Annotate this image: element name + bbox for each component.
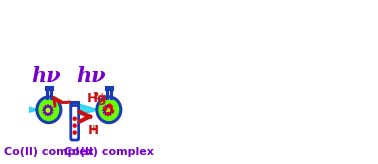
Circle shape: [73, 131, 76, 134]
Bar: [47, 89, 51, 98]
Circle shape: [112, 110, 114, 113]
Text: hν: hν: [31, 66, 61, 86]
Circle shape: [110, 105, 112, 108]
Bar: [71, 102, 78, 105]
Polygon shape: [42, 104, 54, 116]
Bar: [106, 87, 112, 89]
FancyBboxPatch shape: [71, 102, 79, 140]
Circle shape: [73, 124, 76, 127]
FancyArrowPatch shape: [79, 112, 90, 122]
Text: H: H: [88, 123, 99, 137]
Bar: [46, 87, 51, 89]
Text: Hg: Hg: [87, 92, 108, 105]
Polygon shape: [10, 101, 38, 118]
Polygon shape: [70, 101, 98, 118]
Circle shape: [107, 113, 109, 115]
Polygon shape: [102, 104, 113, 116]
Circle shape: [73, 117, 76, 120]
FancyArrowPatch shape: [54, 98, 70, 106]
Circle shape: [104, 107, 107, 110]
Circle shape: [37, 97, 61, 123]
Text: Co(II) complex: Co(II) complex: [64, 147, 154, 157]
Text: Co(II) complex: Co(II) complex: [4, 147, 94, 157]
Circle shape: [97, 97, 121, 123]
Text: hν: hν: [77, 66, 106, 86]
Circle shape: [108, 104, 111, 107]
Text: 2+: 2+: [93, 92, 106, 101]
Text: +: +: [90, 124, 98, 133]
Bar: [107, 89, 111, 98]
